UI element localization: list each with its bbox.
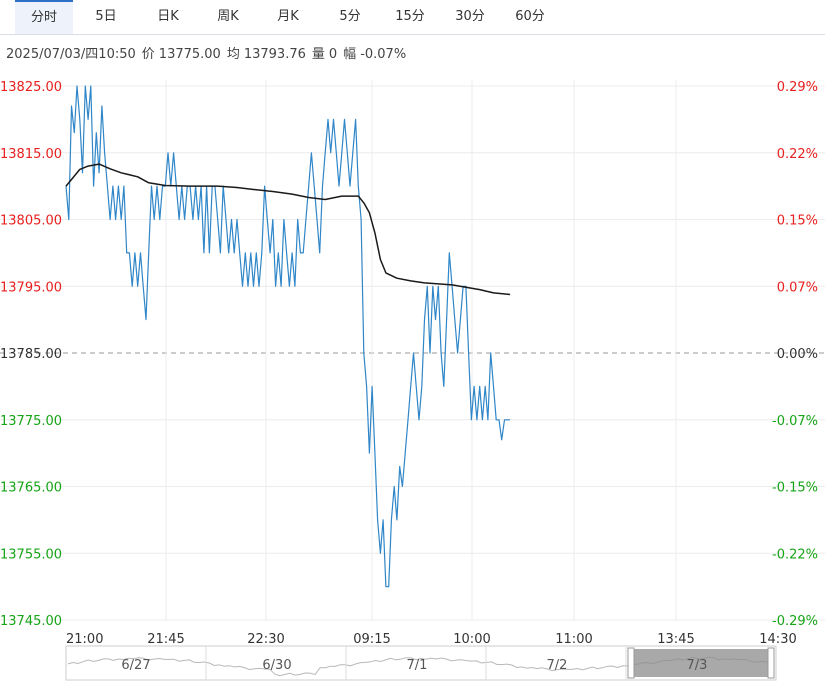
tab-5min[interactable]: 5分 <box>339 9 361 24</box>
tab-weekly-k[interactable]: 周K <box>217 9 239 24</box>
quote-info-bar: 2025/07/03/四10:50 价 13775.00 均 13793.76 量 0 幅 -0… <box>6 43 412 62</box>
percent-tick-label: 0.29% <box>777 80 818 95</box>
percent-axis-labels: 0.29% 0.22% 0.15% 0.07% 0.00% -0.07% -0.15% -0.… <box>772 80 818 629</box>
navigator-date-label: 7/3 <box>687 658 708 673</box>
price-tick-label: 13745.00 <box>0 614 62 629</box>
price-tick-label: 13825.00 <box>0 80 62 95</box>
time-tick-label: 10:00 <box>453 632 490 647</box>
chart-grid <box>0 80 825 621</box>
time-tick-label: 22:30 <box>247 632 284 647</box>
price-tick-label: 13795.00 <box>0 280 62 295</box>
average-price-line <box>65 163 511 296</box>
price-axis-labels: 13825.00 13815.00 13805.00 13795.00 13785.00… <box>0 80 62 629</box>
tab-daily-k[interactable]: 日K <box>157 9 179 24</box>
percent-tick-label: -0.29% <box>772 614 818 629</box>
info-price: 13775.00 <box>158 47 221 62</box>
time-tick-label: 09:15 <box>353 632 390 647</box>
range-navigator[interactable]: 6/27 6/30 7/1 7/2 7/3 <box>65 645 777 681</box>
time-tick-label: 13:45 <box>657 632 694 647</box>
navigator-date-label: 6/30 <box>262 658 291 673</box>
percent-tick-label: -0.07% <box>772 414 818 429</box>
tab-60min[interactable]: 60分 <box>515 9 545 24</box>
price-tick-label: 13805.00 <box>0 214 62 229</box>
info-avg: 13793.76 <box>243 47 306 62</box>
info-change: -0.07% <box>360 47 407 62</box>
price-tick-label: 13755.00 <box>0 547 62 562</box>
price-tick-label: 13765.00 <box>0 481 62 496</box>
info-avg-label: 均 <box>226 47 240 62</box>
percent-tick-label: 0.15% <box>777 214 818 229</box>
tab-monthly-k[interactable]: 月K <box>277 9 299 24</box>
navigator-selection[interactable] <box>632 649 770 677</box>
price-tick-label: 13815.00 <box>0 147 62 162</box>
price-tick-label: 13775.00 <box>0 414 62 429</box>
chart-lines <box>65 85 511 588</box>
percent-tick-label: 0.07% <box>777 280 818 295</box>
tab-30min[interactable]: 30分 <box>455 9 485 24</box>
info-price-label: 价 <box>141 47 155 62</box>
info-volume-label: 量 <box>311 47 325 62</box>
percent-tick-label: -0.22% <box>772 547 818 562</box>
navigator-left-handle[interactable] <box>627 647 635 679</box>
time-tick-label: 21:45 <box>147 632 184 647</box>
info-change-label: 幅 <box>343 47 357 62</box>
time-tick-label: 14:30 <box>759 632 796 647</box>
tab-15min[interactable]: 15分 <box>395 9 425 24</box>
price-line <box>65 85 510 588</box>
percent-tick-label: -0.15% <box>772 481 818 496</box>
intraday-chart[interactable]: 13825.00 13815.00 13805.00 13795.00 13785.00… <box>0 70 825 686</box>
tab-5day[interactable]: 5日 <box>95 9 117 24</box>
tab-intraday[interactable]: 分时 <box>15 0 73 34</box>
time-tick-label: 11:00 <box>555 632 592 647</box>
info-datetime: 2025/07/03/四10:50 <box>6 47 136 62</box>
navigator-right-handle[interactable] <box>767 647 775 679</box>
price-tick-label: 13785.00 <box>0 347 62 362</box>
time-axis-labels: 21:00 21:45 22:30 09:15 10:00 11:00 13:45 14:30 <box>66 632 797 647</box>
time-tick-label: 21:00 <box>66 632 103 647</box>
percent-tick-label: 0.22% <box>777 147 818 162</box>
period-tabs: 分时 5日 日K 周K 月K 5分 15分 30分 60分 <box>0 0 825 35</box>
navigator-date-label: 7/1 <box>407 658 428 673</box>
navigator-date-label: 6/27 <box>121 658 150 673</box>
percent-tick-label: 0.00% <box>777 347 818 362</box>
navigator-date-label: 7/2 <box>547 658 568 673</box>
info-volume: 0 <box>328 47 338 62</box>
